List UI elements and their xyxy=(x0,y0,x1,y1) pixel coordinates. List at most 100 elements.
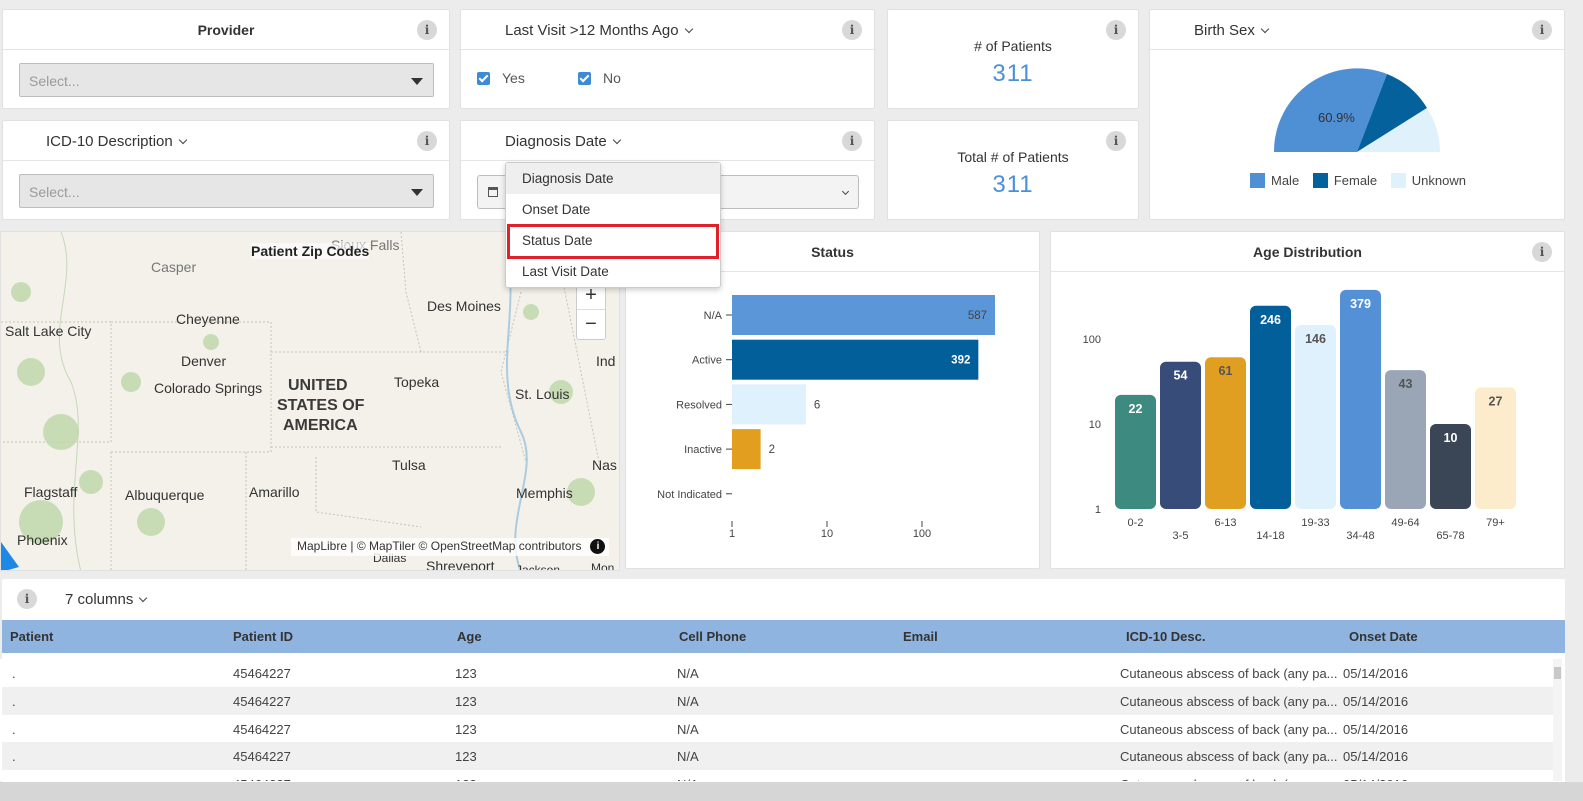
checkbox-yes[interactable]: Yes xyxy=(477,70,525,86)
table-row[interactable]: . 45464227 123 N/A Cutaneous abscess of back… xyxy=(2,686,1553,715)
category-label: 34-48 xyxy=(1346,530,1374,542)
age-bar[interactable] xyxy=(1205,357,1246,509)
icd10-title[interactable]: ICD-10 Description xyxy=(46,133,187,150)
map-city-label: Albuquerque xyxy=(125,487,205,503)
icd10-select[interactable]: Select... xyxy=(19,174,434,208)
map-city-label: Flagstaff xyxy=(24,484,78,500)
table-row[interactable]: . 45464227 123 N/A Cutaneous abscess of back… xyxy=(2,742,1553,771)
info-icon[interactable]: i xyxy=(842,131,862,151)
age-title: Age Distribution xyxy=(1253,244,1362,260)
info-icon[interactable]: i xyxy=(1106,131,1126,151)
bar-value-label: 146 xyxy=(1305,332,1326,346)
birth-sex-header: Birth Sex i xyxy=(1150,10,1564,50)
last-visit-title-text: Last Visit >12 Months Ago xyxy=(505,22,679,39)
map-city-label: St. Louis xyxy=(515,386,570,402)
status-bar[interactable] xyxy=(732,339,979,380)
category-label: 0-2 xyxy=(1128,517,1144,529)
bar-value-label: 6 xyxy=(814,399,820,411)
table-row[interactable]: . 45464227 123 N/A Cutaneous abscess of back… xyxy=(2,770,1553,781)
legend-female[interactable]: Female xyxy=(1312,173,1377,188)
patients-count-label: # of Patients xyxy=(974,38,1052,54)
legend-male-label: Male xyxy=(1271,173,1300,188)
menu-item-diagnosis-date[interactable]: Diagnosis Date xyxy=(506,163,720,194)
scrollbar-thumb[interactable] xyxy=(1554,667,1561,679)
zoom-out-button[interactable]: − xyxy=(585,313,597,335)
x-tick-label: 1 xyxy=(729,528,735,540)
info-icon[interactable]: i xyxy=(417,131,437,151)
bottom-bar xyxy=(0,782,1583,801)
column-header[interactable]: Age xyxy=(457,629,482,644)
pie-slice-male[interactable] xyxy=(1273,68,1387,152)
table-cell: 123 xyxy=(455,666,477,681)
columns-toggle[interactable]: 7 columns xyxy=(65,591,148,608)
info-icon[interactable]: i xyxy=(417,20,437,40)
column-header[interactable]: Email xyxy=(903,629,938,644)
table-cell: . xyxy=(12,666,16,681)
table-cell: N/A xyxy=(677,721,699,737)
age-bar[interactable] xyxy=(1115,394,1156,509)
table-cell: 123 xyxy=(455,749,477,765)
last-visit-header: Last Visit >12 Months Ago i xyxy=(461,10,874,50)
column-header[interactable]: Onset Date xyxy=(1349,629,1418,644)
map-city-label: Phoenix xyxy=(17,532,68,548)
status-bar[interactable] xyxy=(732,295,996,335)
table-row[interactable]: . 45464227 123 N/A Cutaneous abscess of back… xyxy=(2,714,1553,743)
legend-swatch xyxy=(1390,173,1406,188)
status-bar[interactable] xyxy=(732,384,806,425)
total-patients-label: Total # of Patients xyxy=(957,149,1069,165)
category-label: 79+ xyxy=(1486,517,1505,529)
provider-select[interactable]: Select... xyxy=(19,63,434,97)
menu-item-status-date[interactable]: Status Date xyxy=(522,233,593,248)
column-header[interactable]: Patient xyxy=(10,629,54,644)
age-bar[interactable] xyxy=(1385,370,1426,509)
x-tick-label: 10 xyxy=(821,528,833,540)
table-cell: 45464227 xyxy=(233,666,291,681)
menu-item-last-visit-date[interactable]: Last Visit Date xyxy=(522,264,609,279)
info-icon[interactable]: i xyxy=(842,20,862,40)
age-bar[interactable] xyxy=(1160,361,1201,509)
category-label: Not Indicated xyxy=(657,489,722,501)
table-cell: N/A xyxy=(677,777,699,781)
bar-value-label: 61 xyxy=(1219,364,1233,378)
age-bar[interactable] xyxy=(1340,289,1381,509)
table-cell: 05/14/2016 xyxy=(1343,693,1409,709)
age-bar[interactable] xyxy=(1430,424,1471,509)
info-icon[interactable]: i xyxy=(1532,242,1552,262)
table-cell: Cutaneous abscess of back (any pa... xyxy=(1120,777,1338,781)
zoom-in-button[interactable]: + xyxy=(577,281,605,310)
status-bar[interactable] xyxy=(732,429,761,470)
column-header[interactable]: Cell Phone xyxy=(679,629,747,644)
map-city-label: Denver xyxy=(181,353,227,369)
pie-slice-label: 60.9% xyxy=(1318,110,1355,125)
checkbox-no[interactable]: No xyxy=(578,70,621,86)
legend-unknown[interactable]: Unknown xyxy=(1390,173,1466,188)
info-circle-icon[interactable]: i xyxy=(590,539,606,554)
age-bar[interactable] xyxy=(1295,325,1336,509)
birth-sex-title-text: Birth Sex xyxy=(1194,22,1255,39)
map-city-label: Salt Lake City xyxy=(5,323,92,339)
patients-count-value: 311 xyxy=(992,60,1034,87)
map-city-label: Cheyenne xyxy=(176,311,240,327)
column-header[interactable]: Patient ID xyxy=(233,629,293,644)
category-label: 49-64 xyxy=(1391,517,1419,529)
diagnosis-date-title-text: Diagnosis Date xyxy=(505,133,607,150)
diagnosis-date-title[interactable]: Diagnosis Date xyxy=(505,133,621,150)
last-visit-title[interactable]: Last Visit >12 Months Ago xyxy=(505,22,693,39)
age-bar[interactable] xyxy=(1475,387,1516,509)
status-chart: N/A 587 Active 392 Resolved 6 Inactive 2 Not Ind… xyxy=(657,295,996,540)
legend-male[interactable]: Male xyxy=(1250,173,1299,188)
menu-item-onset-date[interactable]: Onset Date xyxy=(522,202,591,217)
icd10-card: ICD-10 Description i Select... xyxy=(2,120,450,220)
legend-unknown-label: Unknown xyxy=(1411,173,1466,188)
info-icon[interactable]: i xyxy=(1106,20,1126,40)
info-icon[interactable]: i xyxy=(17,589,37,609)
age-bar[interactable] xyxy=(1250,305,1291,509)
table-row[interactable]: . 45464227 123 N/A Cutaneous abscess of back… xyxy=(2,659,1553,687)
table-scrollbar[interactable] xyxy=(1553,659,1562,781)
info-icon[interactable]: i xyxy=(1532,20,1552,40)
pie-slice-female[interactable] xyxy=(1357,74,1427,152)
birth-sex-title[interactable]: Birth Sex xyxy=(1194,22,1270,39)
table-cell: . xyxy=(12,777,16,781)
pie-slice-unknown[interactable] xyxy=(1357,108,1440,152)
column-header[interactable]: ICD-10 Desc. xyxy=(1126,629,1206,644)
